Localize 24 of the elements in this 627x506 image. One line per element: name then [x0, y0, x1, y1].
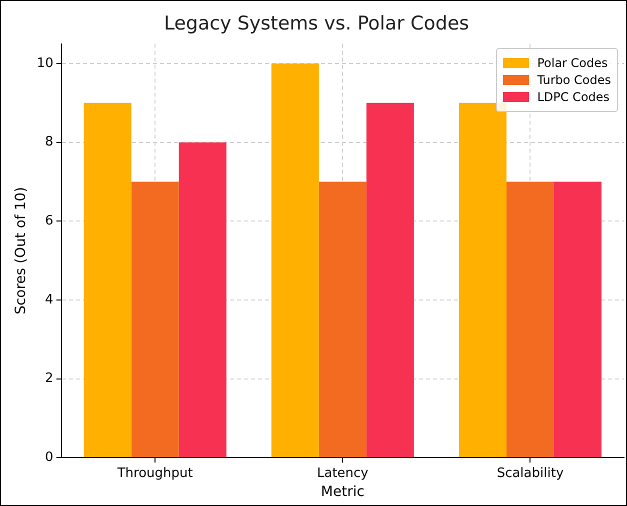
- bar: [131, 182, 179, 458]
- bar: [271, 64, 319, 458]
- bar: [84, 102, 132, 458]
- bar: [458, 102, 506, 458]
- bar: [506, 182, 554, 458]
- y-tick-label: 2: [45, 371, 54, 386]
- chart-title: Legacy Systems vs. Polar Codes: [164, 12, 470, 34]
- bar: [554, 182, 602, 458]
- legend-label: Turbo Codes: [537, 72, 611, 87]
- y-axis-title: Scores (Out of 10): [13, 186, 30, 314]
- y-tick-label: 10: [36, 56, 54, 71]
- y-tick-label: 0: [45, 450, 54, 465]
- bar: [178, 142, 226, 458]
- y-tick-label: 6: [45, 214, 54, 229]
- bar: [366, 102, 414, 458]
- legend-label: Polar Codes: [537, 56, 608, 70]
- bar: [318, 182, 366, 458]
- y-tick-label: 4: [45, 292, 54, 308]
- legend-label: LDPC Codes: [537, 90, 610, 104]
- x-tick-label: Scalability: [496, 466, 564, 481]
- x-axis-title: Metric: [320, 484, 364, 500]
- x-tick-label: Throughput: [116, 466, 193, 481]
- x-tick-label: Latency: [316, 466, 369, 481]
- y-tick-label: 8: [45, 134, 54, 150]
